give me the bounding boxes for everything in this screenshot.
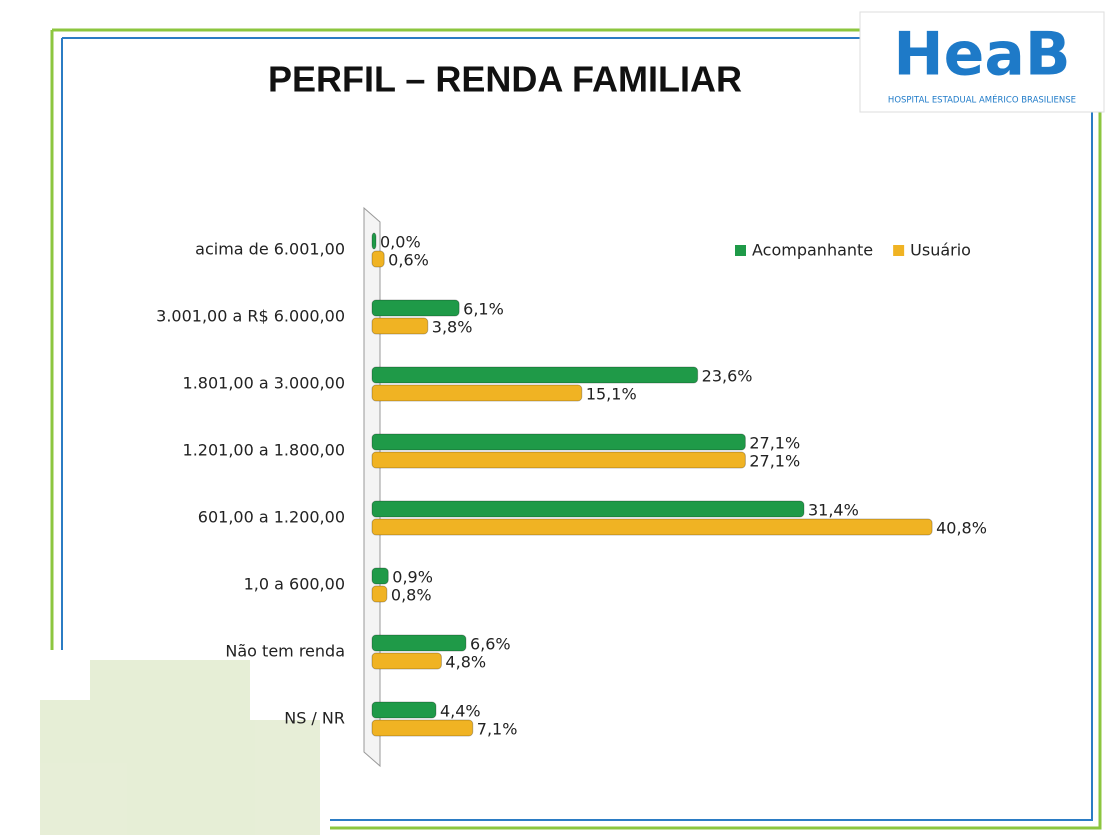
bar: [372, 635, 466, 651]
category-label: 601,00 a 1.200,00: [198, 508, 345, 527]
category-label: 1,0 a 600,00: [244, 575, 345, 594]
value-label: 0,9%: [392, 568, 433, 587]
logo: HeaB HOSPITAL ESTADUAL AMÉRICO BRASILIEN…: [860, 12, 1104, 112]
legend-label: Usuário: [910, 241, 971, 260]
value-label: 27,1%: [749, 434, 800, 453]
bar: [372, 367, 698, 383]
legend-swatch: [735, 245, 746, 256]
category-label: acima de 6.001,00: [195, 240, 345, 259]
logo-text: HeaB: [893, 20, 1070, 90]
value-label: 6,6%: [470, 635, 511, 654]
value-label: 27,1%: [749, 452, 800, 471]
axis-wall: [364, 208, 380, 766]
category-label: NS / NR: [284, 709, 345, 728]
category-label: 1.801,00 a 3.000,00: [183, 374, 345, 393]
legend-swatch: [893, 245, 904, 256]
chart-title: PERFIL – RENDA FAMILIAR: [268, 59, 742, 100]
value-label: 3,8%: [432, 318, 473, 337]
category-label: 1.201,00 a 1.800,00: [183, 441, 345, 460]
bar: [372, 233, 376, 249]
slide: HeaB HOSPITAL ESTADUAL AMÉRICO BRASILIEN…: [0, 0, 1113, 835]
bar: [372, 434, 745, 450]
bar: [372, 251, 384, 267]
bar: [372, 519, 932, 535]
value-label: 40,8%: [936, 519, 987, 538]
value-label: 31,4%: [808, 501, 859, 520]
logo-subtitle: HOSPITAL ESTADUAL AMÉRICO BRASILIENSE: [888, 94, 1076, 106]
bar: [372, 586, 387, 602]
bar: [372, 300, 459, 316]
category-label: 3.001,00 a R$ 6.000,00: [156, 307, 345, 326]
value-label: 0,0%: [380, 233, 421, 252]
value-label: 4,4%: [440, 702, 481, 721]
bar: [372, 702, 436, 718]
value-label: 7,1%: [477, 720, 518, 739]
value-label: 4,8%: [445, 653, 486, 672]
value-label: 0,6%: [388, 251, 429, 270]
legend-label: Acompanhante: [752, 241, 873, 260]
bar: [372, 501, 804, 517]
value-label: 0,8%: [391, 586, 432, 605]
bar: [372, 568, 388, 584]
bar: [372, 720, 473, 736]
bar: [372, 452, 745, 468]
value-label: 23,6%: [702, 367, 753, 386]
bar: [372, 385, 582, 401]
value-label: 15,1%: [586, 385, 637, 404]
value-label: 6,1%: [463, 300, 504, 319]
bar: [372, 318, 428, 334]
bar: [372, 653, 441, 669]
category-label: Não tem renda: [225, 642, 345, 661]
